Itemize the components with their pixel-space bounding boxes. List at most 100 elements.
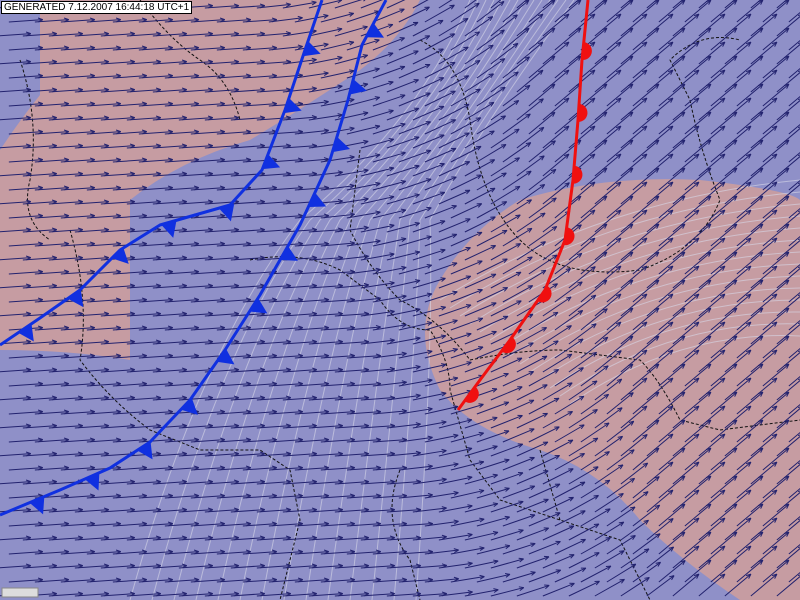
- wind-arrow: [606, 0, 634, 23]
- arrow-head: [323, 71, 329, 76]
- arrow-head: [566, 325, 572, 331]
- arrow-head: [603, 365, 609, 371]
- wind-arrow: [698, 265, 726, 289]
- wind-arrow: [164, 47, 199, 51]
- wind-arrow: [476, 516, 510, 527]
- arrow-head: [619, 550, 625, 556]
- arrow-head: [705, 223, 712, 229]
- wind-arrow: [606, 535, 636, 555]
- cold-front-triangle: [262, 154, 281, 170]
- wind-arrow: [632, 307, 660, 331]
- arrow-head: [568, 468, 574, 473]
- wind-arrow: [372, 579, 407, 583]
- arrow-head: [783, 279, 790, 285]
- wind-arrow: [34, 327, 69, 331]
- arrow-head: [389, 252, 395, 258]
- wind-arrow: [580, 451, 610, 471]
- arrow-head: [463, 75, 470, 80]
- arrow-head: [654, 476, 660, 482]
- arrow-head: [731, 251, 738, 257]
- wind-arrow: [698, 125, 726, 149]
- wind-arrow: [528, 0, 556, 23]
- arrow-head: [414, 250, 421, 256]
- wind-arrow: [204, 285, 239, 289]
- wind-arrow: [620, 321, 648, 345]
- wind-arrow: [126, 173, 161, 177]
- wind-arrow: [268, 327, 303, 331]
- arrow-head: [604, 451, 610, 457]
- arrow-head: [589, 125, 596, 131]
- wind-arrow: [646, 13, 674, 37]
- wind-arrow: [372, 324, 407, 331]
- wind-arrow: [282, 313, 317, 317]
- arrow-head: [705, 139, 712, 145]
- arrow-head: [415, 422, 421, 427]
- arrow-head: [479, 546, 485, 552]
- wind-arrow: [594, 265, 622, 289]
- arrow-head: [653, 391, 660, 397]
- arrow-head: [601, 167, 608, 173]
- wind-arrow: [398, 236, 432, 247]
- wind-arrow: [346, 154, 381, 163]
- arrow-head: [426, 206, 432, 212]
- wind-arrow: [398, 35, 430, 51]
- wind-arrow: [190, 467, 225, 471]
- arrow-head: [627, 83, 634, 89]
- arrow-head: [617, 464, 624, 470]
- wind-arrow: [476, 29, 505, 51]
- arrow-head: [679, 83, 686, 89]
- wind-arrow: [736, 335, 764, 359]
- arrow-head: [797, 182, 800, 185]
- arrow-head: [630, 563, 637, 569]
- wind-arrow: [528, 369, 559, 387]
- wind-arrow: [724, 265, 752, 289]
- wind-arrow: [138, 579, 173, 583]
- wind-arrow: [736, 363, 764, 387]
- wind-arrow: [464, 417, 498, 429]
- arrow-head: [601, 27, 608, 33]
- wind-arrow: [594, 407, 623, 429]
- arrow-head: [438, 48, 444, 54]
- arrow-head: [719, 265, 726, 271]
- arrow-head: [603, 393, 610, 399]
- wind-arrow: [282, 229, 317, 233]
- wind-arrow: [204, 481, 239, 485]
- wind-arrow: [34, 159, 69, 163]
- wind-arrow: [594, 209, 622, 233]
- wind-arrow: [294, 467, 329, 471]
- wind-arrow: [0, 257, 31, 261]
- wind-arrow: [360, 310, 395, 317]
- wind-arrow: [398, 379, 433, 387]
- wind-arrow: [100, 565, 135, 569]
- arrow-head: [771, 349, 778, 355]
- arrow-head: [629, 477, 636, 483]
- wind-arrow: [568, 237, 596, 261]
- wind-arrow: [126, 453, 161, 457]
- wind-arrow: [684, 531, 712, 555]
- wind-arrow: [308, 28, 343, 37]
- wind-arrow: [542, 210, 571, 233]
- wind-arrow: [632, 27, 660, 51]
- arrow-head: [757, 279, 764, 285]
- wind-arrow: [594, 97, 622, 121]
- wind-arrow: [464, 159, 495, 177]
- wind-arrow: [438, 361, 472, 373]
- arrow-head: [363, 168, 369, 174]
- wind-arrow: [282, 87, 317, 93]
- wind-arrow: [152, 509, 187, 513]
- wind-arrow: [164, 327, 199, 331]
- wind-arrow: [216, 299, 251, 303]
- wind-arrow: [100, 229, 135, 233]
- arrow-head: [523, 0, 530, 5]
- wind-arrow: [190, 299, 225, 303]
- wind-arrow: [646, 293, 674, 317]
- wind-arrow: [502, 113, 531, 135]
- arrow-head: [627, 363, 634, 369]
- arrow-head: [618, 521, 625, 527]
- arrow-head: [527, 256, 533, 262]
- arrow-head: [679, 531, 686, 537]
- wind-arrow: [386, 251, 420, 261]
- arrow-head: [426, 292, 433, 298]
- arrow-head: [438, 19, 444, 25]
- arrow-head: [797, 518, 800, 521]
